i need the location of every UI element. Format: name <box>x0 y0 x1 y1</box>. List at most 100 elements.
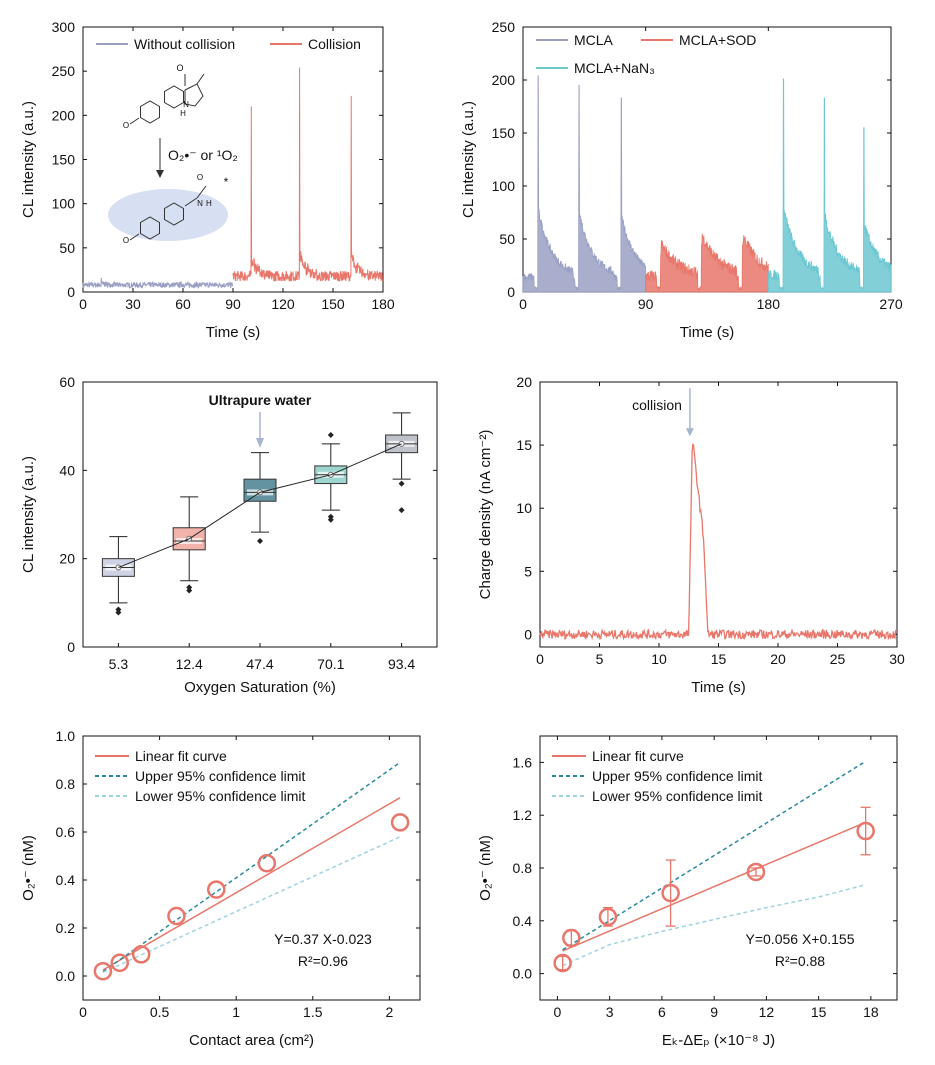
atom-label: H <box>180 109 186 118</box>
x-tick-label: 12.4 <box>176 656 203 672</box>
x-tick-label: 25 <box>830 651 846 667</box>
series-line <box>539 443 898 641</box>
bond <box>196 73 205 85</box>
y-tick-label: 250 <box>52 63 76 79</box>
x-tick-label: 0 <box>519 296 527 312</box>
x-tick-label: 1.5 <box>303 1004 323 1020</box>
ring <box>164 202 184 226</box>
y-tick-label: 0.8 <box>513 860 533 876</box>
x-tick-label: 0.5 <box>150 1004 170 1020</box>
ring <box>140 100 160 124</box>
outlier <box>327 513 334 520</box>
ring <box>164 85 184 109</box>
data-point <box>553 953 572 973</box>
series-area <box>645 233 769 293</box>
y-tick-label: 1.0 <box>56 728 76 744</box>
lower-confidence-line <box>102 836 401 974</box>
legend: Without collision Collision <box>96 36 361 52</box>
marker <box>562 928 581 948</box>
y-tick-label: 0.8 <box>56 776 76 792</box>
y-tick-label: 20 <box>516 374 532 390</box>
x-tick-label: 180 <box>757 296 781 312</box>
y-axis-label: CL intensity (a.u.) <box>460 101 477 218</box>
marker <box>661 883 680 903</box>
x-axis-label: Contact area (cm²) <box>189 1032 314 1049</box>
marker <box>110 953 130 973</box>
ring <box>140 216 160 240</box>
y-tick-label: 300 <box>52 19 76 35</box>
atom-label: N <box>183 100 189 109</box>
x-tick-label: 0 <box>79 1004 87 1020</box>
y-tick-label: 50 <box>59 240 75 256</box>
lower-confidence-line <box>562 884 865 967</box>
y-tick-label: 200 <box>52 107 76 123</box>
series-line <box>232 67 384 282</box>
legend: Linear fit curve Upper 95% confidence lim… <box>95 748 306 804</box>
series-area <box>522 75 647 293</box>
y-axis-label: CL intensity (a.u.) <box>20 456 37 573</box>
x-axis-label: Time (s) <box>206 324 260 341</box>
y-tick-label: 10 <box>516 500 532 516</box>
marker <box>131 945 151 964</box>
y-tick-label: 150 <box>52 152 76 168</box>
y-tick-label: 0 <box>67 284 75 300</box>
x-tick-label: 15 <box>811 1004 827 1020</box>
x-tick-label: 47.4 <box>246 656 273 672</box>
y-tick-label: 100 <box>492 178 516 194</box>
y-tick-label: 50 <box>499 231 515 247</box>
bond <box>184 197 198 207</box>
x-tick-label: 120 <box>271 296 295 312</box>
y-tick-label: 15 <box>516 437 532 453</box>
data-point <box>390 813 410 832</box>
y-tick-label: 0 <box>524 626 532 642</box>
y-tick-label: 250 <box>492 19 516 35</box>
data-point <box>661 859 680 927</box>
mean-trend-line <box>118 443 402 568</box>
y-tick-label: 0.0 <box>513 966 533 982</box>
series-area <box>767 78 892 293</box>
x-tick-label: 70.1 <box>317 656 344 672</box>
bond <box>129 117 140 125</box>
y-tick-label: 60 <box>59 374 75 390</box>
legend-label: Linear fit curve <box>135 748 227 764</box>
data-point <box>562 928 581 948</box>
data-point <box>207 880 226 899</box>
upper-confidence-line <box>102 761 401 973</box>
legend-label: Linear fit curve <box>592 748 684 764</box>
plot-frame <box>539 381 898 648</box>
y-axis-label: CL intensity (a.u.) <box>20 101 37 218</box>
plot-frame <box>82 735 421 1001</box>
data-point <box>93 961 113 981</box>
legend-label: Upper 95% confidence limit <box>135 768 306 784</box>
excited-state-mark: * <box>224 175 229 189</box>
x-tick-label: 30 <box>125 296 141 312</box>
outlier <box>327 516 334 523</box>
x-tick-label: 180 <box>371 296 395 312</box>
y-axis-label: Charge density (nA cm⁻²) <box>477 430 494 600</box>
atom-label: H <box>206 199 212 208</box>
reaction-arrowhead <box>156 170 164 178</box>
outlier <box>186 587 193 594</box>
x-tick-label: 30 <box>889 651 905 667</box>
atom-label: N <box>197 199 203 208</box>
marker <box>553 953 572 973</box>
marker <box>856 821 875 841</box>
fit-equation: Y=0.056 X+0.155 <box>746 931 855 947</box>
atom-label: O <box>197 173 203 182</box>
panel-d: 0 5 10 15 20 25 30 0 5 10 15 20 Time (s) Charge densi… <box>477 374 905 696</box>
marker <box>746 862 766 882</box>
x-axis-label: Oxygen Saturation (%) <box>184 679 336 696</box>
legend-label: Without collision <box>134 36 235 52</box>
x-tick-label: 10 <box>651 651 667 667</box>
y-tick-label: 5 <box>524 563 532 579</box>
y-tick-label: 0.2 <box>56 920 76 936</box>
x-tick-label: 3 <box>606 1004 614 1020</box>
x-tick-label: 20 <box>770 651 786 667</box>
panel-e: 0 0.5 1 1.5 2 0.0 0.2 0.4 0.6 0.8 1.0 Contact area … <box>20 728 421 1049</box>
annotation-label: Ultrapure water <box>209 392 312 408</box>
y-tick-label: 0.4 <box>513 913 533 929</box>
annotation-arrowhead <box>256 438 264 448</box>
panel-c: 0 20 40 60 Oxygen Saturation (%) CL intensity… <box>20 374 438 696</box>
legend: MCLA MCLA+SOD MCLA+NaN₃ <box>536 32 756 76</box>
